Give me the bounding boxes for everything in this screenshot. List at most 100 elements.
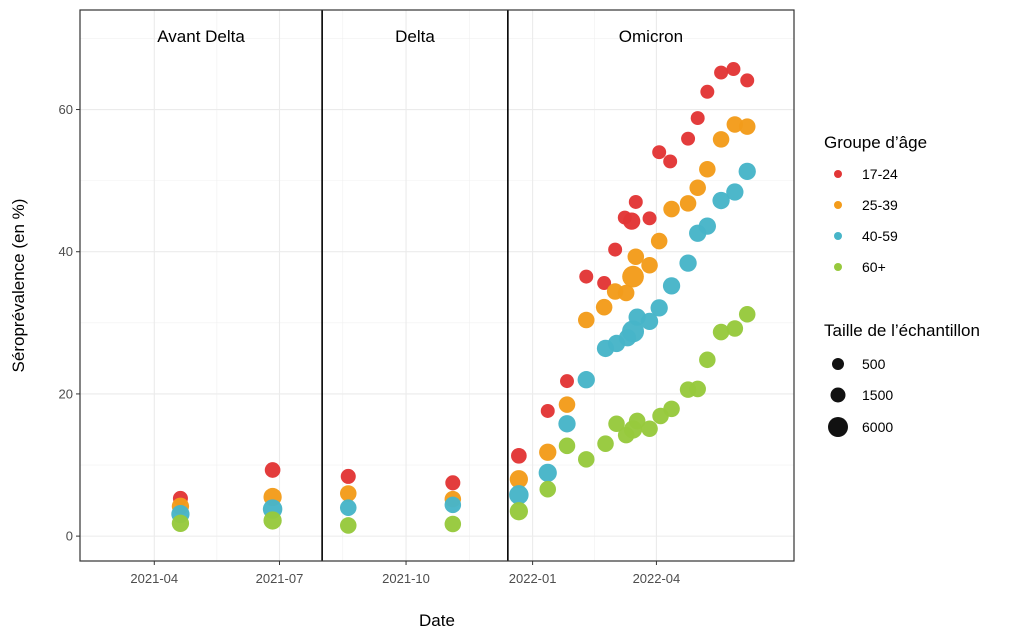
color-legend-key bbox=[834, 232, 842, 240]
data-point-25-39 bbox=[650, 232, 668, 250]
data-point-40-59 bbox=[577, 371, 595, 389]
data-point-25-39 bbox=[712, 131, 730, 148]
data-point-25-39 bbox=[627, 248, 645, 265]
data-point-25-39 bbox=[539, 443, 557, 461]
data-point-25-39 bbox=[699, 160, 716, 178]
data-point-40-59 bbox=[650, 299, 668, 317]
data-point-17-24 bbox=[511, 447, 527, 464]
data-point-60+ bbox=[263, 511, 282, 530]
data-point-17-24 bbox=[740, 73, 755, 88]
data-point-25-39 bbox=[558, 396, 576, 413]
data-point-60+ bbox=[577, 451, 595, 468]
data-point-40-59 bbox=[622, 320, 645, 343]
data-point-25-39 bbox=[577, 311, 595, 329]
data-point-17-24 bbox=[597, 276, 612, 290]
color-legend-label: 17-24 bbox=[862, 166, 898, 182]
data-points bbox=[171, 62, 756, 534]
data-point-25-39 bbox=[689, 179, 706, 197]
data-point-17-24 bbox=[642, 211, 657, 226]
data-point-17-24 bbox=[663, 154, 678, 169]
data-point-60+ bbox=[641, 420, 658, 438]
data-point-17-24 bbox=[560, 374, 574, 389]
period-label: Omicron bbox=[619, 27, 683, 46]
data-point-40-59 bbox=[662, 277, 681, 295]
data-point-60+ bbox=[171, 514, 190, 532]
x-tick-label: 2021-04 bbox=[130, 571, 178, 586]
data-point-17-24 bbox=[690, 111, 705, 126]
plot-border bbox=[79, 9, 795, 562]
data-point-40-59 bbox=[726, 183, 744, 201]
data-point-40-59 bbox=[738, 162, 756, 181]
data-point-60+ bbox=[712, 323, 730, 341]
period-label: Avant Delta bbox=[157, 27, 245, 46]
x-tick-label: 2022-01 bbox=[509, 571, 557, 586]
y-tick-label: 60 bbox=[59, 102, 73, 117]
data-point-40-59 bbox=[538, 463, 557, 482]
data-point-17-24 bbox=[700, 84, 715, 99]
data-point-60+ bbox=[597, 435, 614, 452]
data-point-40-59 bbox=[679, 254, 697, 272]
data-point-17-24 bbox=[623, 212, 641, 230]
period-label: Delta bbox=[395, 27, 435, 46]
color-legend-key bbox=[834, 201, 842, 209]
data-point-17-24 bbox=[264, 462, 281, 478]
data-point-25-39 bbox=[663, 200, 680, 218]
data-point-60+ bbox=[509, 502, 528, 521]
color-legend-label: 25-39 bbox=[862, 197, 898, 213]
data-point-40-59 bbox=[640, 312, 659, 331]
color-legend-label: 60+ bbox=[862, 259, 886, 275]
data-point-60+ bbox=[339, 517, 357, 534]
x-tick-label: 2021-10 bbox=[382, 571, 430, 586]
data-point-25-39 bbox=[509, 470, 528, 489]
data-point-25-39 bbox=[339, 485, 357, 502]
period-labels: Avant Delta Delta Omicron bbox=[157, 27, 683, 46]
data-point-40-59 bbox=[509, 485, 529, 505]
data-point-40-59 bbox=[339, 499, 357, 516]
size-legend-title: Taille de l’échantillon bbox=[824, 321, 980, 340]
grid-minor bbox=[80, 10, 794, 561]
data-point-60+ bbox=[608, 415, 625, 433]
size-legend-key bbox=[832, 358, 844, 370]
color-legend: Groupe d’âge 17-24 25-39 40-59 60+ bbox=[824, 133, 927, 275]
data-point-17-24 bbox=[652, 145, 667, 160]
y-axis: 0 20 40 60 bbox=[59, 102, 80, 544]
data-point-17-24 bbox=[445, 475, 461, 491]
data-point-17-24 bbox=[340, 468, 356, 484]
data-point-60+ bbox=[663, 400, 680, 418]
data-point-40-59 bbox=[712, 191, 730, 210]
color-legend-key bbox=[834, 263, 842, 271]
data-point-25-39 bbox=[641, 256, 658, 274]
size-legend: Taille de l’échantillon 500 1500 6000 bbox=[824, 321, 980, 437]
data-point-60+ bbox=[444, 515, 462, 533]
plot-background bbox=[80, 10, 794, 561]
data-point-40-59 bbox=[444, 496, 462, 514]
data-point-25-39 bbox=[679, 195, 697, 212]
data-point-60+ bbox=[558, 437, 576, 455]
data-point-17-24 bbox=[681, 131, 696, 146]
data-point-60+ bbox=[699, 351, 716, 369]
color-legend-label: 40-59 bbox=[862, 228, 898, 244]
data-point-17-24 bbox=[540, 404, 555, 418]
data-point-25-39 bbox=[595, 298, 613, 316]
y-tick-label: 40 bbox=[59, 244, 73, 259]
data-point-17-24 bbox=[628, 194, 643, 209]
x-axis-title: Date bbox=[419, 611, 455, 630]
color-legend-key bbox=[834, 170, 842, 178]
data-point-17-24 bbox=[714, 65, 729, 80]
size-legend-label: 6000 bbox=[862, 419, 893, 435]
size-legend-key bbox=[828, 417, 848, 437]
x-tick-label: 2021-07 bbox=[256, 571, 304, 586]
y-tick-label: 20 bbox=[59, 386, 73, 401]
x-tick-label: 2022-04 bbox=[633, 571, 681, 586]
data-point-60+ bbox=[738, 306, 756, 323]
x-axis: 2021-04 2021-07 2021-10 2022-01 2022-04 bbox=[130, 561, 680, 586]
data-point-60+ bbox=[726, 320, 744, 337]
data-point-60+ bbox=[628, 412, 646, 430]
data-point-25-39 bbox=[617, 284, 635, 302]
data-point-25-39 bbox=[622, 265, 644, 288]
data-point-17-24 bbox=[579, 269, 594, 284]
data-point-40-59 bbox=[558, 415, 576, 433]
data-point-40-59 bbox=[698, 217, 716, 235]
period-lines bbox=[321, 10, 509, 561]
